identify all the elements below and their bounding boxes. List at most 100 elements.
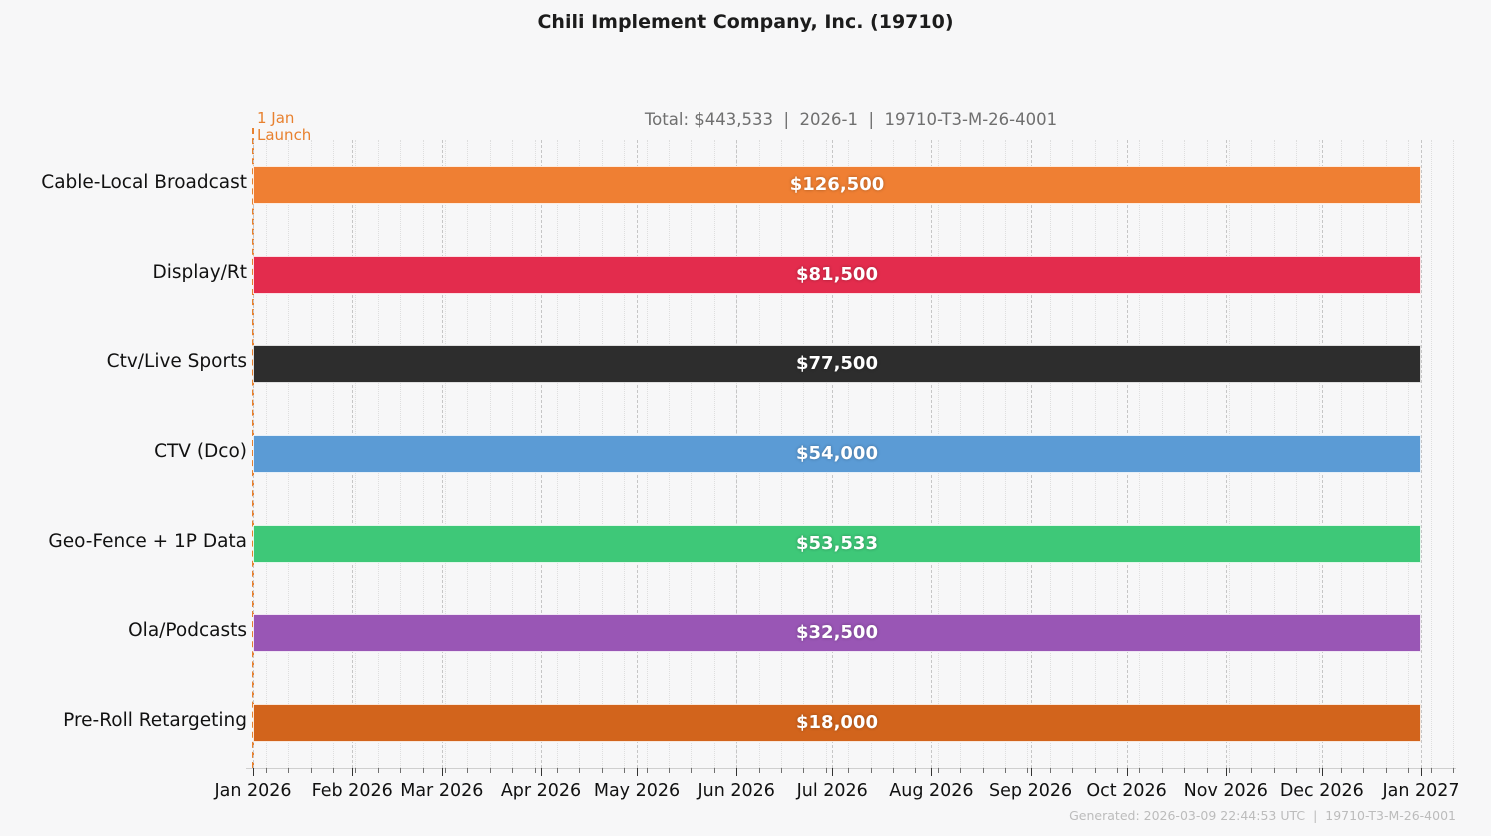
x-tick-major [832,768,834,776]
x-tick-minor [825,768,827,773]
x-tick-major [736,768,738,776]
x-tick-label: Apr 2026 [500,781,582,801]
x-tick-minor [377,768,379,773]
x-tick-minor [534,768,536,773]
gantt-bar [253,165,1421,204]
x-tick-minor [467,768,469,773]
x-tick-minor [579,768,581,773]
gantt-bar [253,704,1421,743]
x-tick-major [1321,768,1323,776]
x-tick-minor [646,768,648,773]
x-tick-major [352,768,354,776]
x-tick-minor [310,768,312,773]
x-tick-minor [1206,768,1208,773]
x-tick-label: Feb 2026 [311,781,393,801]
gantt-bar [253,255,1421,294]
x-tick-minor [288,768,290,773]
x-tick-minor [265,768,267,773]
x-tick-minor [1430,768,1432,773]
x-tick-minor [1318,768,1320,773]
x-tick-minor [781,768,782,773]
x-tick-minor [601,768,603,773]
x-tick-minor [1049,768,1051,773]
launch-annotation-line2: Launch [257,126,312,144]
x-tick-minor [713,768,715,773]
gantt-bar [253,345,1421,384]
x-tick-minor [445,768,446,773]
launch-annotation-line1: 1 Jan [257,109,295,127]
x-tick-minor [1385,768,1387,773]
x-tick-minor [848,768,850,773]
x-tick-major [931,768,933,776]
x-tick-major [253,768,254,776]
x-tick-minor [1251,768,1253,773]
x-tick-minor [1296,768,1298,773]
x-tick-label: Jan 2026 [214,781,292,801]
x-tick-minor [1453,768,1454,773]
category-label: Ctv/Live Sports [106,351,247,373]
x-tick-minor [870,768,872,773]
bar-value-label: $81,500 [796,263,878,285]
x-axis-line [246,768,1456,769]
x-tick-minor [1117,768,1118,773]
x-tick-major [541,768,542,776]
x-tick-minor [758,768,760,773]
x-tick-major [1030,768,1032,776]
x-tick-minor [422,768,424,773]
gridline-minor [1453,140,1454,768]
category-label: Geo-Fence + 1P Data [48,530,247,552]
gridline-minor [1430,140,1432,768]
x-tick-minor [355,768,357,773]
x-tick-label: Dec 2026 [1279,781,1364,801]
x-tick-label: Sep 2026 [989,781,1073,801]
x-tick-minor [400,768,402,773]
gantt-bar [253,435,1421,473]
category-label: CTV (Dco) [154,441,247,462]
x-tick-minor [1363,768,1365,773]
category-label: Pre-Roll Retargeting [63,710,247,732]
x-tick-minor [893,768,894,773]
x-tick-label: Jul 2026 [796,781,868,801]
x-tick-minor [557,768,558,773]
x-tick-minor [489,768,491,773]
launch-annotation: 1 Jan Launch [257,110,311,144]
x-tick-major [441,768,443,776]
footer-note: Generated: 2026-03-09 22:44:53 UTC | 197… [1069,808,1456,823]
bar-value-label: $32,500 [796,622,878,644]
bar-value-label: $54,000 [796,443,878,464]
x-tick-minor [1094,768,1096,773]
plot-area: $126,500 $81,500 $77,500 $54,000 $53,533 $32,… [246,140,1456,768]
x-tick-label: Jun 2026 [697,781,775,801]
x-tick-major [1421,768,1422,776]
gridline-major [1421,140,1422,768]
x-tick-minor [512,768,514,773]
x-tick-minor [803,768,805,773]
x-tick-major [1225,768,1227,776]
x-tick-label: Nov 2026 [1183,781,1268,801]
x-tick-minor [1139,768,1141,773]
bar-value-label: $18,000 [796,712,878,734]
x-tick-minor [333,768,334,773]
x-tick-minor [960,768,962,773]
bar-value-label: $53,533 [796,532,878,554]
gantt-bar [253,614,1421,653]
x-tick-label: Aug 2026 [889,781,974,801]
x-tick-minor [669,768,670,773]
x-tick-major [1126,768,1128,776]
x-tick-minor [1184,768,1186,773]
x-tick-label: Jan 2027 [1382,781,1460,801]
x-tick-minor [1408,768,1410,773]
x-tick-minor [915,768,917,773]
x-tick-minor [624,768,626,773]
gantt-bar [253,524,1421,563]
x-tick-label: Oct 2026 [1086,781,1167,801]
x-tick-minor [1005,768,1006,773]
category-label: Cable-Local Broadcast [41,171,247,193]
x-tick-minor [691,768,693,773]
x-tick-minor [982,768,984,773]
chart-subtitle: Total: $443,533 | 2026-1 | 19710-T3-M-26… [644,110,1058,129]
x-tick-minor [937,768,939,773]
bar-value-label: $126,500 [789,173,885,195]
x-tick-minor [1027,768,1029,773]
